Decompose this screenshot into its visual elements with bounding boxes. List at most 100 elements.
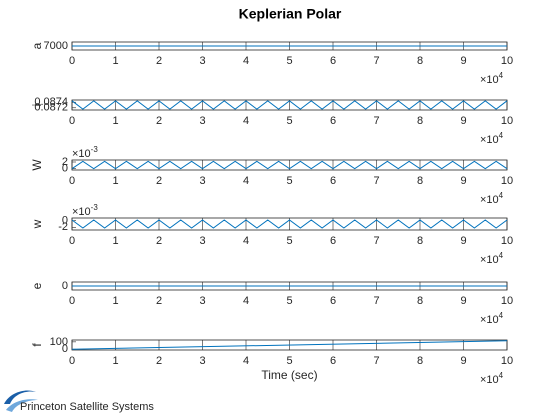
multiplier-power: -3 (91, 203, 99, 212)
y-axis-label: W (30, 159, 44, 171)
axis-multiplier: ×10-3 (72, 203, 98, 218)
x-tick-label: 8 (417, 235, 423, 247)
x-tick-label: 2 (156, 295, 162, 307)
y-tick-label: 0.0874 (34, 96, 68, 108)
series-line (71, 340, 508, 350)
series-line (71, 100, 508, 110)
x-tick-label: 5 (286, 235, 292, 247)
x-tick-label: 1 (112, 355, 118, 367)
x-tick-label: 1 (112, 175, 118, 187)
y-tick-label: 0 (62, 215, 68, 227)
x-tick-label: 6 (330, 115, 336, 127)
axis-multiplier: ×10-3 (72, 145, 98, 160)
x-tick-label: 0 (69, 175, 75, 187)
x-tick-label: 8 (417, 115, 423, 127)
x-tick-label: 2 (156, 55, 162, 67)
x-tick-label: 8 (417, 55, 423, 67)
x-tick-label: 9 (460, 355, 466, 367)
x-tick-label: 3 (199, 115, 205, 127)
multiplier-base: ×10 (480, 314, 499, 326)
x-tick-label: 5 (286, 115, 292, 127)
y-tick-label: -2 (58, 221, 68, 233)
logo-swoosh (6, 399, 38, 412)
x-tick-label: 4 (243, 55, 249, 67)
x-tick-label: 3 (199, 355, 205, 367)
x-tick-label: 7 (373, 355, 379, 367)
x-tick-label: 4 (243, 235, 249, 247)
multiplier-base: ×10 (72, 148, 91, 160)
multiplier-base: ×10 (480, 194, 499, 206)
x-tick-label: 9 (460, 55, 466, 67)
multiplier-base: ×10 (480, 134, 499, 146)
x-tick-label: 3 (199, 55, 205, 67)
x-tick-label: 5 (286, 55, 292, 67)
multiplier-power: 4 (499, 131, 504, 140)
y-tick-label: 7000 (44, 40, 68, 52)
y-axis-label: i (30, 104, 44, 107)
x-tick-label: 6 (330, 355, 336, 367)
axis-multiplier: ×104 (480, 71, 504, 86)
multiplier-power: 4 (499, 191, 504, 200)
figure-title: Keplerian Polar (239, 6, 342, 22)
x-tick-label: 5 (286, 295, 292, 307)
y-tick-label: 2 (62, 156, 68, 168)
multiplier-power: 4 (499, 251, 504, 260)
y-axis-label: w (30, 219, 44, 229)
x-tick-label: 9 (460, 295, 466, 307)
axis-multiplier: ×104 (480, 251, 504, 266)
x-axis-label: Time (sec) (261, 368, 317, 382)
y-axis-label: e (30, 282, 44, 289)
x-tick-label: 5 (286, 355, 292, 367)
x-tick-label: 6 (330, 235, 336, 247)
y-tick-label: 0.0872 (34, 102, 68, 114)
x-tick-label: 10 (501, 295, 513, 307)
x-tick-label: 1 (112, 235, 118, 247)
x-tick-label: 7 (373, 235, 379, 247)
x-tick-label: 3 (199, 295, 205, 307)
x-tick-label: 1 (112, 55, 118, 67)
x-tick-label: 3 (199, 175, 205, 187)
logo-text: Princeton Satellite Systems (20, 401, 154, 413)
x-tick-label: 2 (156, 175, 162, 187)
x-tick-label: 8 (417, 295, 423, 307)
x-tick-label: 9 (460, 115, 466, 127)
x-tick-label: 2 (156, 355, 162, 367)
multiplier-base: ×10 (480, 374, 499, 386)
axis-multiplier: ×104 (480, 191, 504, 206)
x-tick-label: 10 (501, 115, 513, 127)
x-tick-label: 3 (199, 235, 205, 247)
multiplier-power: -3 (91, 145, 99, 154)
x-tick-label: 7 (373, 115, 379, 127)
y-tick-label: 100 (50, 336, 68, 348)
x-tick-label: 0 (69, 355, 75, 367)
multiplier-power: 4 (499, 311, 504, 320)
y-axis-label: a (30, 42, 44, 49)
x-tick-label: 9 (460, 235, 466, 247)
x-tick-label: 7 (373, 295, 379, 307)
x-tick-label: 4 (243, 175, 249, 187)
x-tick-label: 0 (69, 55, 75, 67)
x-tick-label: 4 (243, 295, 249, 307)
x-tick-label: 6 (330, 55, 336, 67)
axis-multiplier: ×104 (480, 311, 504, 326)
x-tick-label: 5 (286, 175, 292, 187)
multiplier-power: 4 (499, 371, 504, 380)
multiplier-base: ×10 (480, 254, 499, 266)
series-line (71, 160, 508, 170)
x-tick-label: 6 (330, 175, 336, 187)
x-tick-label: 4 (243, 355, 249, 367)
multiplier-base: ×10 (480, 74, 499, 86)
x-tick-label: 8 (417, 355, 423, 367)
axis-multiplier: ×104 (480, 371, 504, 386)
series-line (71, 219, 508, 229)
x-tick-label: 0 (69, 295, 75, 307)
x-tick-label: 1 (112, 295, 118, 307)
x-tick-label: 10 (501, 235, 513, 247)
x-tick-label: 0 (69, 235, 75, 247)
y-tick-label: 0 (62, 163, 68, 175)
x-tick-label: 10 (501, 175, 513, 187)
x-tick-label: 9 (460, 175, 466, 187)
x-tick-label: 2 (156, 115, 162, 127)
x-tick-label: 6 (330, 295, 336, 307)
